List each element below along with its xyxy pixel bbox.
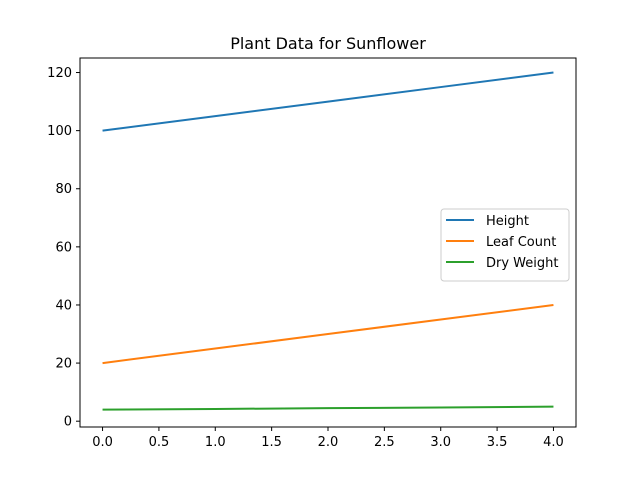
axes: 0.0 0.5 1.0 1.5 2.0 2.5 3.0 3.5 4.0 0 20 40 60 80 100 1… [47, 57, 577, 450]
legend-label-dry-weight: Dry Weight [486, 256, 558, 271]
x-tick-label: 1.5 [261, 435, 282, 450]
y-tick-label: 120 [47, 66, 72, 81]
legend-label-leaf-count: Leaf Count [486, 235, 556, 250]
x-tick-label: 2.5 [374, 435, 395, 450]
chart-title: Plant Data for Sunflower [230, 34, 426, 53]
x-tick-label: 4.0 [543, 435, 564, 450]
x-tick-label: 2.0 [318, 435, 339, 450]
y-tick-label: 100 [47, 124, 72, 139]
y-tick-label: 0 [64, 415, 72, 430]
series-line-leaf-count [102, 303, 554, 365]
x-tick-label: 1.0 [205, 435, 226, 450]
x-tick-label: 0.5 [149, 435, 170, 450]
plot-area [102, 71, 554, 411]
series-line-dry-weight [102, 405, 554, 411]
series-line-height [102, 71, 554, 132]
x-tick-label: 3.5 [487, 435, 508, 450]
legend: Height Leaf Count Dry Weight [440, 208, 570, 282]
y-tick-label: 40 [55, 298, 72, 313]
y-tick-label: 60 [55, 240, 72, 255]
x-tick-label: 3.0 [430, 435, 451, 450]
y-tick-label: 80 [55, 182, 72, 197]
x-tick-label: 0.0 [92, 435, 113, 450]
legend-label-height: Height [486, 214, 529, 229]
y-tick-label: 20 [55, 357, 72, 372]
